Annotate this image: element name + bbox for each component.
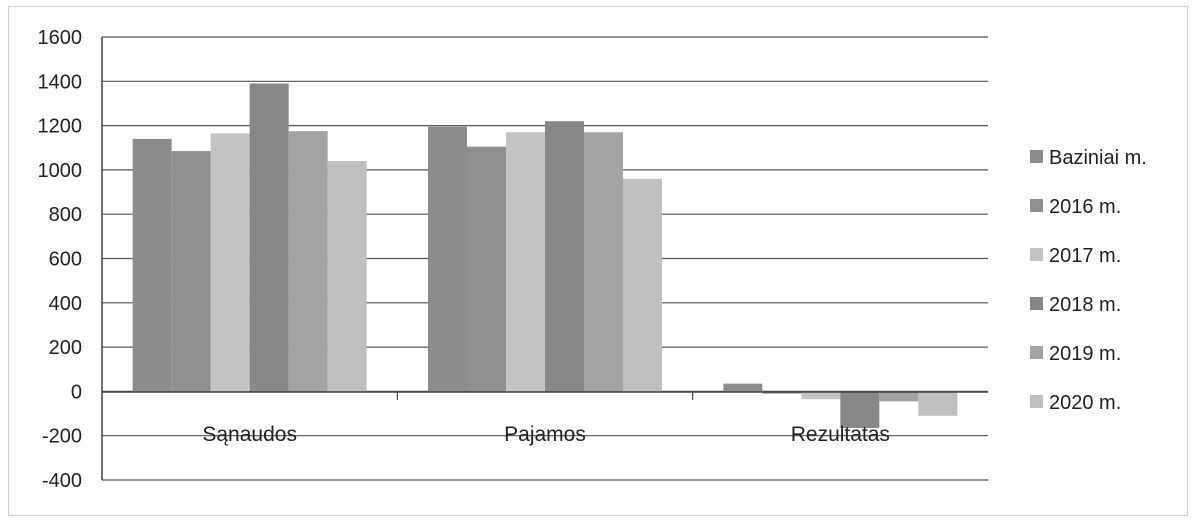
bar-sąnaudos-0 (132, 138, 172, 392)
legend-swatch (1030, 297, 1043, 310)
legend-label: Baziniai m. (1049, 147, 1147, 169)
bar-pajamos-5 (623, 178, 662, 392)
bar-rezultatas-5 (918, 391, 958, 416)
bar-sąnaudos-2 (210, 133, 250, 392)
legend-swatch (1030, 150, 1043, 163)
category-label: Sąnaudos (202, 423, 297, 446)
legend-label: 2019 m. (1049, 343, 1121, 365)
category-label: Rezultatas (791, 423, 890, 446)
legend: Baziniai m. 2016 m. 2017 m. 2018 m. 2019 m. 2… (1030, 147, 1147, 414)
bar-rezultatas-3 (840, 391, 880, 428)
bar-pajamos-4 (584, 132, 623, 392)
bar-rezultatas-0 (723, 383, 763, 392)
y-tick-label: 1200 (38, 116, 83, 138)
y-tick-label: 400 (49, 293, 82, 315)
legend-label: 2017 m. (1049, 245, 1121, 267)
bar-sąnaudos-3 (249, 83, 289, 392)
y-tick-label: -200 (42, 426, 82, 448)
y-tick-label: 0 (71, 381, 82, 403)
y-tick-label: 1600 (38, 27, 83, 49)
legend-swatch (1030, 395, 1043, 408)
bar-rezultatas-4 (879, 391, 919, 402)
y-tick-label: 800 (49, 204, 82, 226)
y-tick-label: 1400 (38, 71, 83, 93)
legend-label: 2018 m. (1049, 294, 1121, 316)
legend-swatch (1030, 346, 1043, 359)
category-label: Pajamos (504, 423, 586, 446)
y-tick-label: -400 (42, 470, 82, 492)
bar-sąnaudos-1 (171, 151, 211, 392)
legend-label: 2016 m. (1049, 196, 1121, 218)
bar-sąnaudos-5 (327, 161, 367, 392)
legend-swatch (1030, 248, 1043, 261)
legend-swatch (1030, 199, 1043, 212)
x-axis-category-labels: Sąnaudos Pajamos Rezultatas (202, 423, 890, 446)
bar-rezultatas-2 (801, 391, 841, 400)
axes (101, 37, 988, 480)
y-tick-label: 200 (49, 337, 82, 359)
bar-pajamos-0 (428, 126, 467, 392)
bar-sąnaudos-4 (288, 131, 328, 392)
y-axis-ticks: 1600 1400 1200 1000 800 600 400 200 0 -200 -400 (38, 27, 83, 492)
bar-pajamos-3 (545, 121, 584, 392)
bars (132, 83, 958, 428)
y-tick-label: 1000 (38, 160, 83, 182)
bar-pajamos-1 (467, 146, 506, 392)
bar-pajamos-2 (506, 132, 545, 392)
legend-label: 2020 m. (1049, 392, 1121, 414)
y-tick-label: 600 (49, 249, 82, 271)
